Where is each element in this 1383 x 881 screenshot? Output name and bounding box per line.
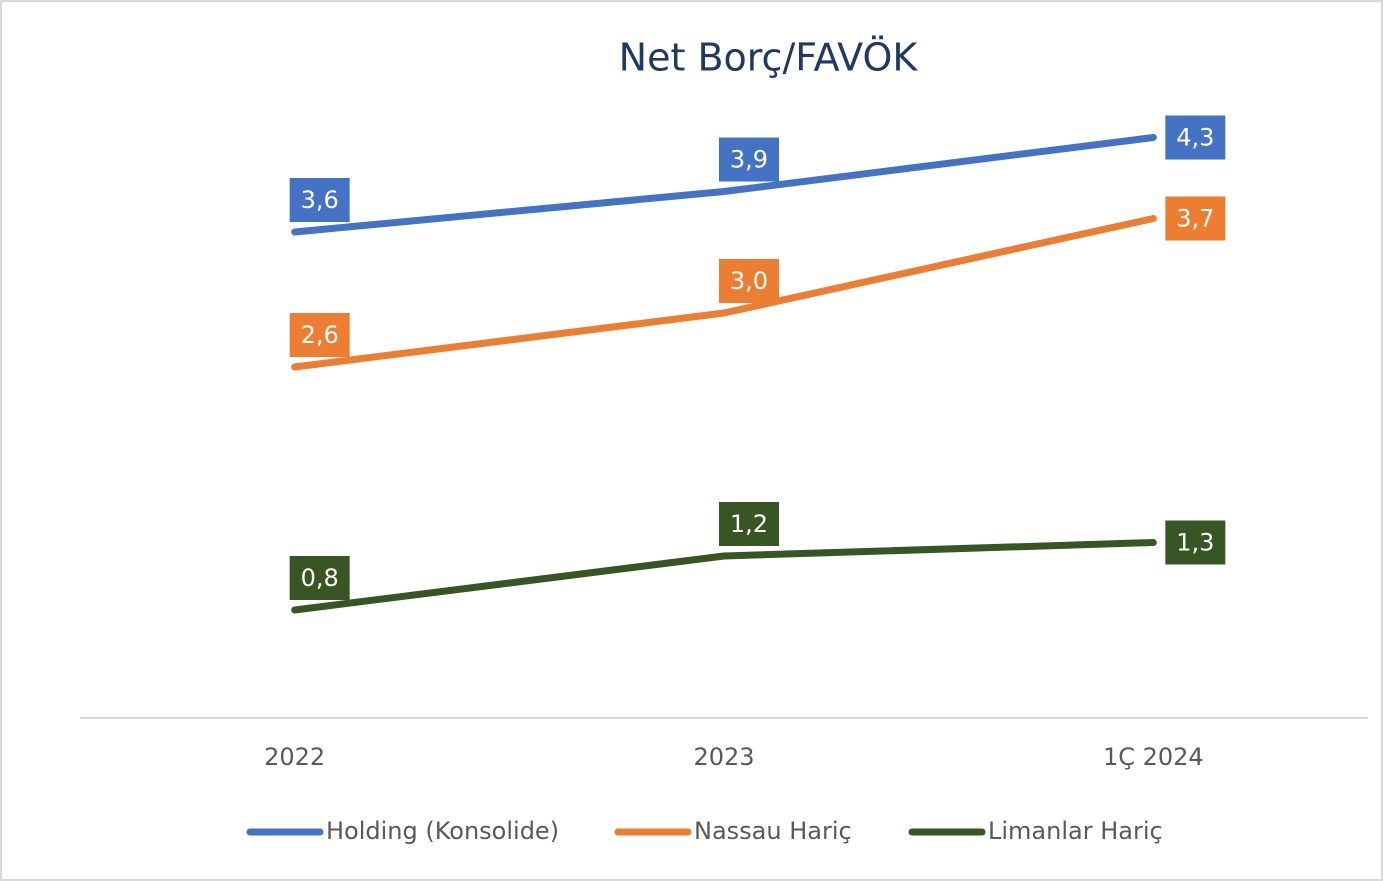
x-tick-label: 2023 — [693, 743, 754, 771]
legend-label: Nassau Hariç — [694, 817, 852, 845]
data-label-box — [289, 178, 350, 222]
data-label: 3,9 — [730, 146, 768, 174]
legend-label: Holding (Konsolide) — [326, 817, 559, 845]
data-label-box — [1165, 115, 1226, 160]
data-label-box — [289, 556, 350, 600]
data-label: 1,3 — [1176, 529, 1214, 557]
data-label: 1,2 — [730, 510, 768, 538]
data-label: 2,6 — [301, 321, 339, 349]
data-label-box — [1165, 520, 1226, 565]
data-label: 3,0 — [730, 267, 768, 295]
data-label-box — [1165, 196, 1226, 241]
series-line — [291, 134, 1157, 236]
data-label: 4,3 — [1176, 124, 1214, 152]
data-label: 3,7 — [1176, 205, 1214, 233]
data-label-box — [719, 259, 779, 303]
data-label-box — [719, 137, 779, 182]
series-line — [291, 215, 1157, 371]
data-label: 0,8 — [301, 564, 339, 592]
legend-label: Limanlar Hariç — [988, 817, 1163, 845]
data-label-box — [289, 313, 350, 357]
series-line — [291, 539, 1157, 614]
chart-title: Net Borç/FAVÖK — [619, 36, 919, 80]
data-label: 3,6 — [301, 186, 339, 214]
x-tick-label: 2022 — [264, 743, 325, 771]
data-label-box — [719, 502, 779, 546]
x-tick-label: 1Ç 2024 — [1103, 743, 1204, 771]
